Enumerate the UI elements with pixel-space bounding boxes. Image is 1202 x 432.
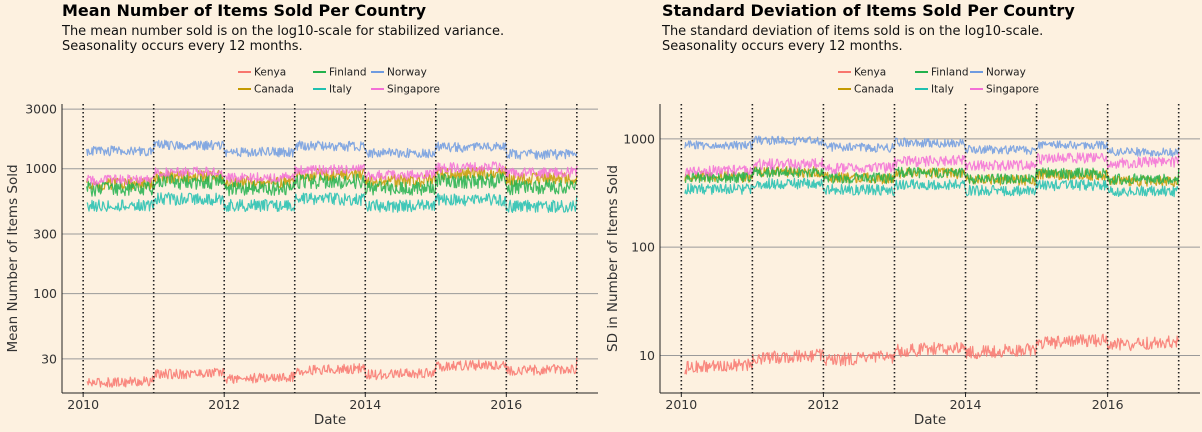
series-group <box>86 139 578 388</box>
chart-subtitle: The standard deviation of items sold is … <box>662 24 1043 54</box>
chart-subtitle-line-2: Seasonality occurs every 12 months. <box>662 39 903 54</box>
series-line-italy <box>86 192 578 213</box>
x-tick-label: 2014 <box>349 397 381 412</box>
legend-label-italy: Italy <box>329 84 352 96</box>
legend-label-kenya: Kenya <box>254 67 286 79</box>
x-axis-title: Date <box>314 412 346 428</box>
legend: Kenya Finland Norway Canada Italy Singapore <box>238 67 440 96</box>
chart-subtitle-line-2: Seasonality occurs every 12 months. <box>62 39 303 54</box>
series-line-kenya <box>684 333 1180 375</box>
y-tick-label: 10 <box>639 348 655 363</box>
x-tick-label: 2010 <box>67 397 99 412</box>
year-vlines <box>82 104 578 393</box>
legend-label-italy: Italy <box>931 84 954 96</box>
y-tick-label: 30 <box>41 351 57 366</box>
x-tick-label: 2016 <box>490 397 522 412</box>
x-axis-ticks: 2010 2012 2014 2016 <box>665 393 1124 412</box>
y-tick-label: 1000 <box>25 161 57 176</box>
legend-label-canada: Canada <box>254 84 294 96</box>
chart-panel-sd: Standard Deviation of Items Sold Per Cou… <box>600 0 1200 432</box>
series-line-singapore <box>86 161 578 186</box>
y-gridlines: 10 100 1000 <box>623 131 1200 363</box>
chart-title: Mean Number of Items Sold Per Country <box>62 1 427 20</box>
series-line-kenya <box>86 357 578 388</box>
y-axis-title: SD in Number of Items Sold <box>605 165 621 352</box>
series-line-norway <box>86 139 578 160</box>
sd-items-chart: 10 100 1000 2010 2012 2014 2016 Date SD in Numbe… <box>605 67 1200 428</box>
legend-label-canada: Canada <box>854 84 894 96</box>
legend-label-singapore: Singapore <box>387 84 440 96</box>
chart-panel-mean: Mean Number of Items Sold Per Country Th… <box>0 0 600 432</box>
x-axis-ticks: 2010 2012 2014 2016 <box>67 393 522 412</box>
y-tick-label: 100 <box>631 240 655 255</box>
x-axis-title: Date <box>914 412 946 428</box>
series-line-norway <box>684 135 1180 158</box>
series-line-finland <box>684 166 1180 186</box>
legend: Kenya Finland Norway Canada Italy Singapore <box>838 67 1039 96</box>
y-tick-label: 100 <box>33 286 57 301</box>
x-tick-label: 2014 <box>950 397 982 412</box>
series-group <box>684 135 1180 375</box>
x-tick-label: 2012 <box>808 397 840 412</box>
legend-label-norway: Norway <box>986 67 1026 79</box>
legend-label-finland: Finland <box>329 67 367 79</box>
series-line-singapore <box>684 152 1180 177</box>
x-tick-label: 2016 <box>1092 397 1124 412</box>
chart-subtitle: The mean number sold is on the log10-sca… <box>62 24 504 54</box>
chart-title: Standard Deviation of Items Sold Per Cou… <box>662 1 1075 20</box>
y-tick-label: 3000 <box>25 102 57 117</box>
y-tick-label: 1000 <box>623 131 655 146</box>
legend-label-finland: Finland <box>931 67 969 79</box>
mean-items-chart: 30 100 300 1000 3000 2010 2012 2014 2016 Date Mean… <box>5 67 598 428</box>
year-vlines <box>680 104 1180 393</box>
legend-label-singapore: Singapore <box>986 84 1039 96</box>
chart-subtitle-line-1: The standard deviation of items sold is … <box>662 24 1044 39</box>
legend-label-kenya: Kenya <box>854 67 886 79</box>
x-tick-label: 2012 <box>208 397 240 412</box>
series-line-italy <box>684 177 1180 198</box>
y-axis-title: Mean Number of Items Sold <box>5 164 21 352</box>
x-tick-label: 2010 <box>665 397 697 412</box>
y-tick-label: 300 <box>33 227 57 242</box>
legend-label-norway: Norway <box>387 67 427 79</box>
chart-subtitle-line-1: The mean number sold is on the log10-sca… <box>62 24 505 39</box>
